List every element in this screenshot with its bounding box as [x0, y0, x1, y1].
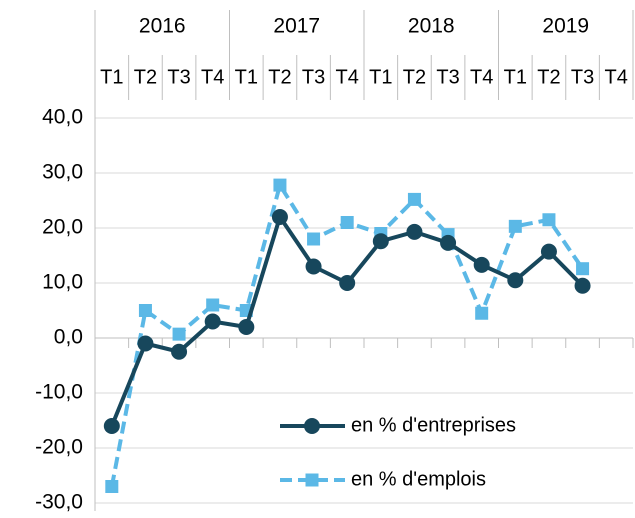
- point: [542, 213, 556, 227]
- y-tick-label: -30,0: [35, 491, 83, 513]
- point: [576, 262, 590, 276]
- y-tick-label: 20,0: [42, 216, 83, 239]
- point: [407, 192, 421, 206]
- legend-label: en % d'entreprises: [351, 414, 516, 436]
- point: [440, 234, 457, 251]
- point: [540, 243, 557, 260]
- point: [340, 216, 354, 229]
- point: [172, 327, 186, 341]
- series-line: [109, 212, 584, 427]
- point: [271, 209, 288, 225]
- x-tick-label: T1: [235, 66, 258, 88]
- point: [406, 223, 423, 240]
- legend-marker: [305, 473, 319, 487]
- x-tick-label: T2: [537, 66, 560, 88]
- x-tick-label: T1: [504, 66, 527, 88]
- y-tick-label: 40,0: [42, 106, 83, 129]
- x-tick-label: T2: [268, 66, 291, 88]
- legend-label: en % d'emplois: [351, 468, 486, 490]
- x-tick-label: T3: [571, 66, 594, 88]
- x-tick-label: T3: [167, 66, 190, 88]
- point: [307, 232, 321, 246]
- x-tick-label: T2: [134, 66, 157, 88]
- point: [574, 277, 591, 294]
- point: [206, 298, 220, 312]
- point: [238, 319, 255, 335]
- point: [473, 256, 490, 273]
- y-tick-label: -20,0: [35, 436, 83, 459]
- point: [105, 480, 119, 493]
- year-label: 2017: [273, 15, 320, 38]
- point: [273, 178, 287, 192]
- x-tick-label: T1: [369, 66, 392, 88]
- point: [372, 233, 389, 250]
- point: [339, 275, 356, 291]
- y-tick-label: -10,0: [35, 381, 83, 404]
- x-tick-label: T4: [470, 66, 493, 88]
- year-label: 2019: [542, 15, 589, 38]
- year-label: 2018: [408, 15, 455, 38]
- point: [508, 219, 522, 233]
- point: [138, 304, 152, 317]
- x-tick-label: T3: [436, 66, 459, 88]
- legend-marker: [304, 418, 320, 434]
- point: [507, 272, 524, 289]
- x-tick-label: T4: [336, 66, 359, 88]
- x-tick-label: T4: [605, 66, 628, 88]
- y-tick-label: 30,0: [42, 161, 83, 184]
- x-tick-label: T1: [100, 66, 123, 88]
- x-tick-label: T3: [302, 66, 325, 88]
- point: [305, 258, 322, 275]
- x-tick-label: T4: [201, 66, 224, 88]
- point: [103, 418, 120, 434]
- y-tick-label: 10,0: [42, 271, 83, 294]
- point: [171, 343, 188, 360]
- x-tick-label: T2: [403, 66, 426, 88]
- year-label: 2016: [139, 15, 186, 38]
- point: [137, 335, 154, 352]
- point: [475, 306, 489, 320]
- point: [204, 313, 221, 330]
- y-tick-label: 0,0: [54, 326, 83, 349]
